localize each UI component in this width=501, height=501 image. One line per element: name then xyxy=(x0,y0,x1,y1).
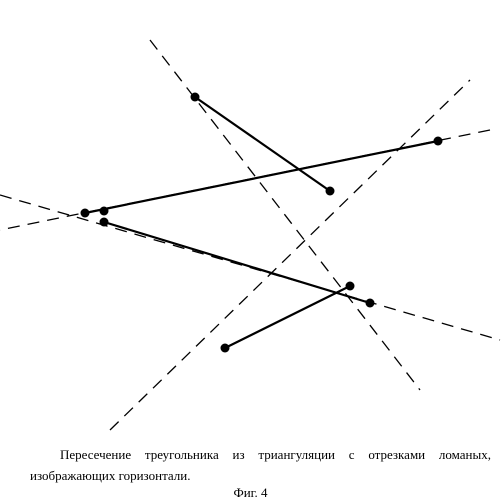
figure-canvas xyxy=(0,0,501,440)
vertex-point xyxy=(366,299,375,308)
dashed-line xyxy=(150,40,420,390)
vertex-point xyxy=(100,207,109,216)
solid-segment xyxy=(225,286,350,348)
vertex-point xyxy=(326,187,335,196)
vertex-point xyxy=(434,137,443,146)
vertex-point xyxy=(191,93,200,102)
figure-label: Фиг. 4 xyxy=(0,485,501,501)
vertex-point xyxy=(346,282,355,291)
vertex-point xyxy=(221,344,230,353)
figure-caption: Пересечение треугольника из триангуляции… xyxy=(30,445,491,487)
vertex-point xyxy=(81,209,90,218)
dashed-line xyxy=(110,80,470,430)
solid-segment xyxy=(85,141,438,213)
vertex-point xyxy=(100,218,109,227)
solid-segment xyxy=(104,222,370,303)
